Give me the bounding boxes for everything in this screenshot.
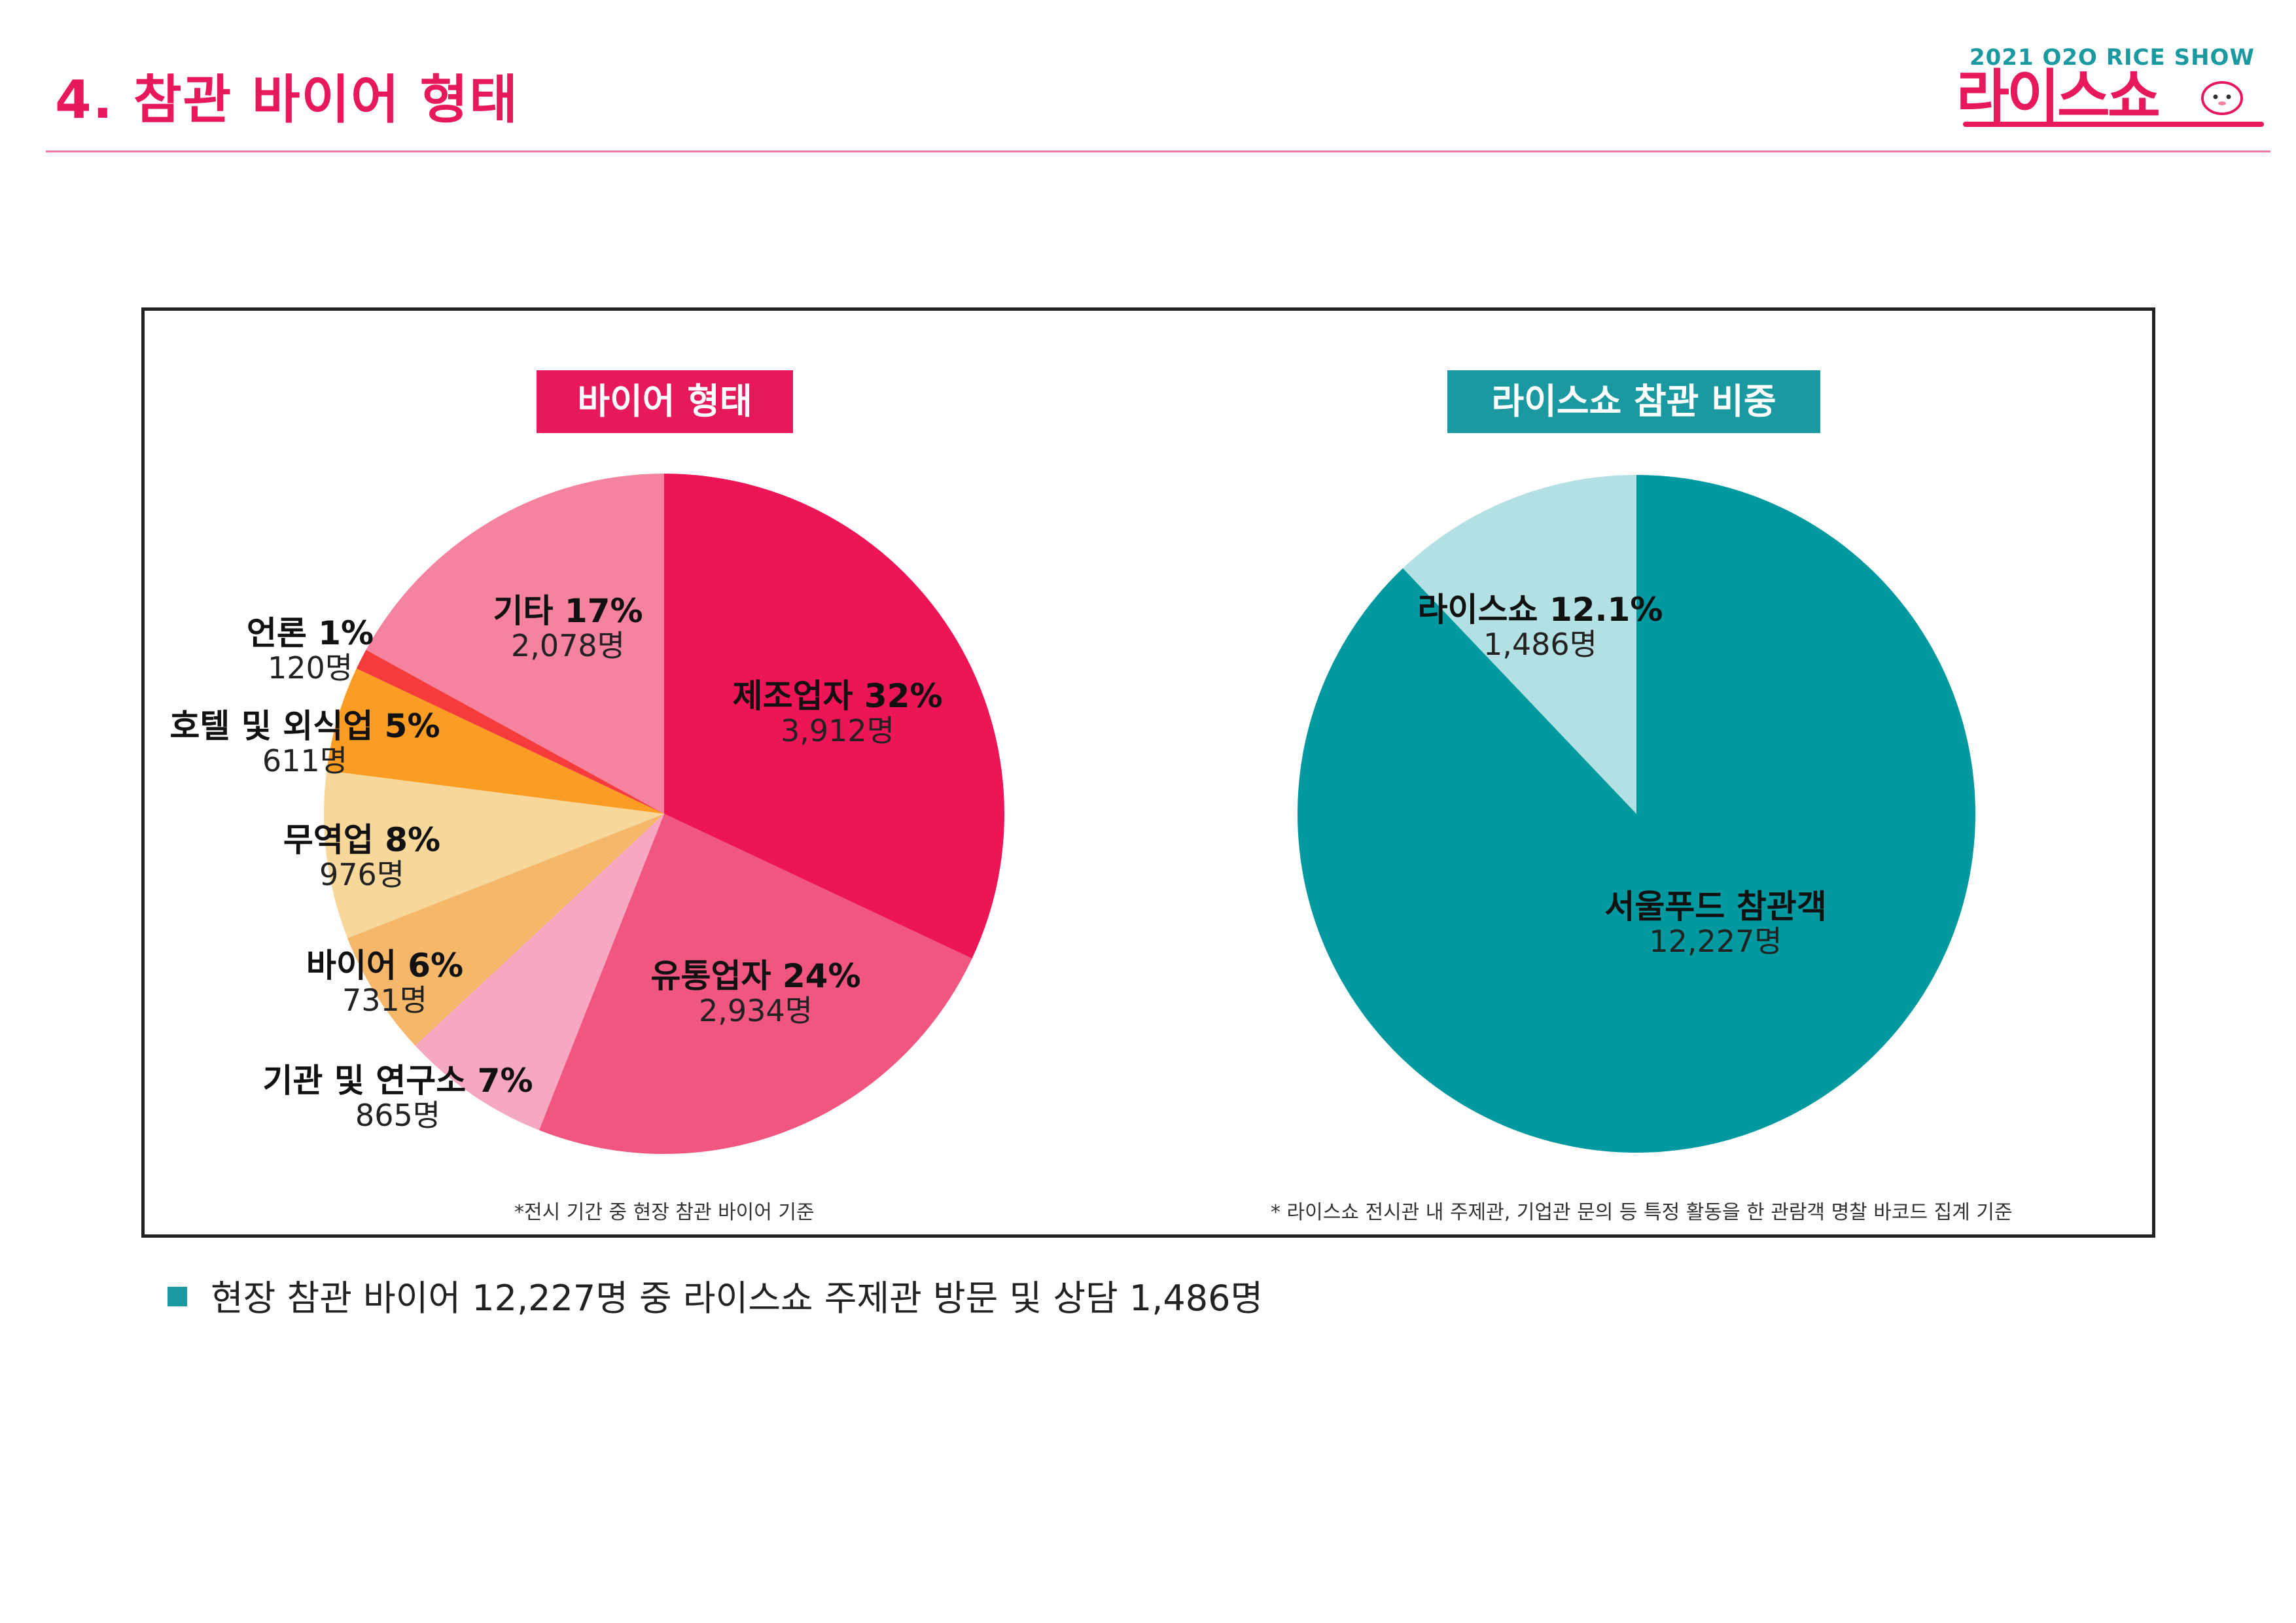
slice-count-seoulfood: 12,227명 — [1649, 924, 1782, 959]
buyer-type-slice-3 — [347, 814, 664, 1046]
summary-text: 현장 참관 바이어 12,227명 중 라이스쇼 주제관 방문 및 상담 1,4… — [211, 1278, 1263, 1319]
slice-name-hotel-food: 호텔 및 외식업 5% — [169, 707, 440, 745]
slice-count-other: 2,078명 — [510, 628, 626, 663]
chart-title-riceshow-share: 라이스쇼 참관 비중 — [1447, 370, 1820, 433]
buyer-type-slice-7 — [366, 474, 664, 814]
buyer-type-slice-2 — [415, 814, 664, 1130]
logo-underline — [1963, 122, 2264, 127]
page-title: 4. 참관 바이어 형태 — [55, 69, 519, 130]
footnote-riceshow-share: * 라이스쇼 전시관 내 주제관, 기업관 문의 등 특정 활동을 한 관람객 … — [1271, 1201, 2013, 1224]
slice-label-trade: 무역업 8% 976명 — [283, 822, 440, 892]
square-bullet-icon — [168, 1287, 187, 1306]
slice-name-distributor: 유통업자 24% — [650, 957, 861, 995]
slice-count-trade: 976명 — [319, 857, 405, 892]
buyer-type-pie — [323, 474, 1004, 1154]
buyer-type-slice-5 — [327, 668, 664, 814]
slice-label-manufacturer: 제조업자 32% 3,912명 — [732, 678, 942, 748]
buyer-type-slice-1 — [539, 814, 972, 1154]
buyer-type-slice-0 — [664, 474, 1004, 959]
slice-label-distributor: 유통업자 24% 2,934명 — [650, 958, 860, 1028]
riceshow-share-pie — [1298, 475, 1975, 1153]
header-divider — [46, 150, 2270, 152]
slice-name-buyer: 바이어 6% — [306, 947, 464, 985]
slice-label-hotel-food: 호텔 및 외식업 5% 611명 — [169, 708, 440, 778]
slice-count-manufacturer: 3,912명 — [780, 713, 895, 748]
slice-label-riceshow: 라이스쇼 12.1% 1,486명 — [1418, 591, 1663, 662]
slice-label-buyer: 바이어 6% 731명 — [306, 947, 463, 1018]
slice-count-institution: 865명 — [355, 1098, 441, 1133]
summary-line: 현장 참관 바이어 12,227명 중 라이스쇼 주제관 방문 및 상담 1,4… — [168, 1269, 1263, 1321]
chart-title-buyer-type: 바이어 형태 — [537, 370, 793, 433]
slice-name-other: 기타 17% — [493, 592, 643, 630]
slice-name-manufacturer: 제조업자 32% — [732, 677, 943, 715]
slice-name-riceshow: 라이스쇼 12.1% — [1417, 591, 1663, 629]
slice-label-press: 언론 1% 120명 — [247, 615, 374, 686]
slice-name-seoulfood: 서울푸드 참관객 — [1604, 888, 1827, 926]
riceshow-share-slice-1 — [1403, 475, 1636, 814]
slice-count-distributor: 2,934명 — [698, 993, 813, 1028]
slice-name-press: 언론 1% — [246, 614, 374, 652]
logo-event-name: 2021 O2O RICE SHOW — [1969, 44, 2255, 71]
slice-count-buyer: 731명 — [342, 983, 428, 1018]
buyer-type-slice-4 — [323, 770, 664, 939]
chart-frame — [141, 307, 2155, 1238]
footnote-buyer-type: *전시 기간 중 현장 참관 바이어 기준 — [514, 1201, 815, 1224]
rice-mascot-icon — [2201, 81, 2243, 115]
slice-label-institution: 기관 및 연구소 7% 865명 — [262, 1062, 533, 1133]
buyer-type-slice-6 — [356, 650, 664, 814]
rice-show-logo: 2021 O2O RICE SHOW 라이스쇼 — [1956, 44, 2270, 130]
slice-name-institution: 기관 및 연구소 7% — [262, 1062, 533, 1100]
slice-count-hotel-food: 611명 — [262, 743, 348, 778]
slice-count-press: 120명 — [267, 650, 353, 686]
slice-count-riceshow: 1,486명 — [1483, 627, 1598, 662]
logo-wordmark: 라이스쇼 — [1956, 63, 2161, 130]
slice-name-trade: 무역업 8% — [283, 821, 441, 859]
slice-label-seoulfood: 서울푸드 참관객 12,227명 — [1604, 888, 1826, 959]
slice-label-other: 기타 17% 2,078명 — [493, 593, 643, 663]
